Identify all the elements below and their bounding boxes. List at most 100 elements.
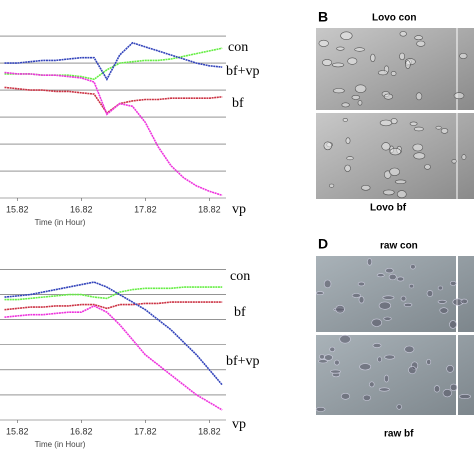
series-label: bf+vp [226,354,260,369]
cell [413,126,424,132]
cell [449,320,457,329]
cell [377,70,388,76]
cell [449,383,458,392]
x-tick-label: 17.82 [134,426,157,436]
cell [354,84,367,93]
cell [335,305,345,314]
cell [334,359,340,366]
cell [426,290,434,297]
cell [426,358,432,365]
cell [400,295,407,302]
cell [416,40,426,47]
cell [336,46,345,51]
series-label: vp [232,202,246,217]
micrograph [316,28,474,110]
cell [359,363,372,371]
cell [399,52,405,61]
cell [315,291,325,295]
panel-letter: D [318,236,328,252]
cell [378,301,392,310]
cell [459,52,468,59]
cell [361,185,371,191]
panel-label: raw con [380,241,418,252]
series-label: bf [234,305,246,320]
cell [396,404,402,410]
cell [414,35,423,41]
cell [437,299,447,304]
cell [460,298,468,305]
series-line [4,301,223,311]
cell [433,385,441,393]
cell [461,154,467,160]
cell [435,125,442,130]
cell [362,394,372,401]
cell [342,118,348,122]
cell [347,57,358,65]
cell [381,142,391,151]
cell [424,164,431,170]
cell [383,93,394,100]
cell [415,92,423,101]
cell [340,392,351,400]
cell [354,47,365,52]
cell [413,152,426,160]
cell [383,316,392,321]
cell [396,190,407,199]
cell [319,354,325,360]
cell [330,369,341,374]
cell [388,273,397,281]
cell [384,374,389,383]
cell [390,71,397,76]
cell [458,394,471,399]
cell [339,334,351,344]
x-tick-label: 15.82 [6,426,29,436]
cell [357,100,363,106]
cell [322,59,333,66]
cell [394,179,407,185]
cell [446,364,454,373]
series-line [4,71,223,197]
micrograph [316,256,474,332]
cell [351,293,362,298]
cell [385,268,394,274]
cell [377,356,382,363]
cell [396,276,405,282]
cell [437,285,444,291]
cell [379,119,393,127]
series-label: vp [232,417,246,432]
cell [371,318,383,327]
cell [315,406,326,412]
cell [357,281,366,287]
x-tick-label: 18.82 [198,204,221,214]
cell [410,264,416,270]
cell [384,354,396,360]
series-line [4,286,223,301]
cell [412,143,424,152]
series-label: con [228,40,248,55]
panel-label: Lovo bf [370,203,407,214]
cell [324,354,333,361]
cell [409,121,418,126]
cell [378,387,390,392]
series-label: con [230,269,250,284]
cell [451,159,457,164]
cell [340,31,353,40]
x-tick-label: 18.82 [198,426,221,436]
cell [453,92,465,100]
cell [439,307,449,314]
cell [399,31,407,37]
cell [346,156,354,161]
cell [376,273,385,278]
cell [323,141,332,151]
cell [341,102,350,108]
series-label: bf+vp [226,64,260,79]
cell [351,95,360,100]
cell [332,88,345,94]
cell [318,39,329,47]
cell [369,381,375,388]
cell [358,296,365,304]
cell [389,167,400,176]
cell [332,62,345,68]
cell [382,295,395,300]
